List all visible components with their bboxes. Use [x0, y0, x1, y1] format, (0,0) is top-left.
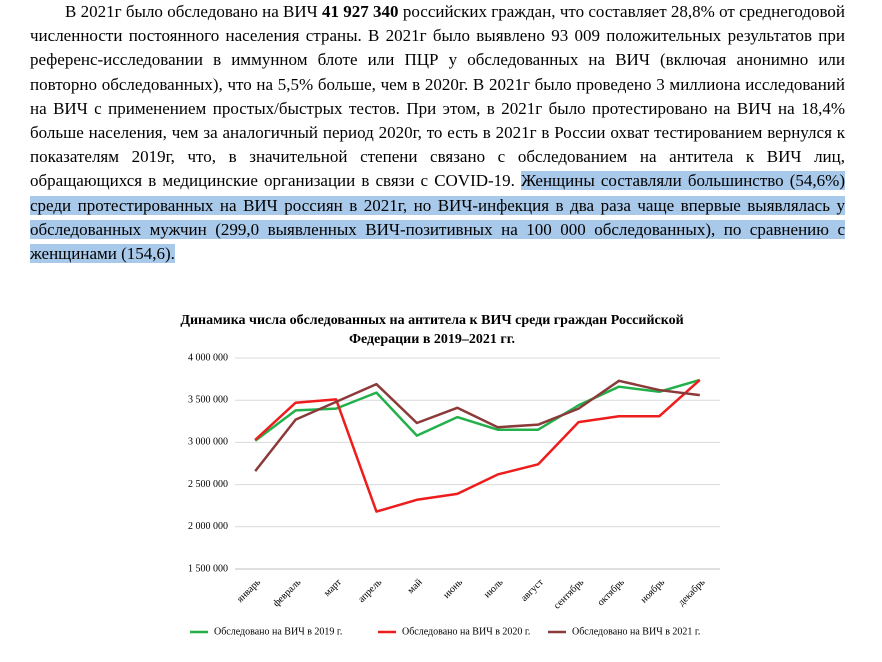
- chart-title: Динамика числа обследованных на антитела…: [180, 313, 683, 328]
- x-tick-label: май: [405, 577, 425, 597]
- text: российских граждан, что составляет 28,8%…: [30, 2, 845, 191]
- series-line: [254, 378, 701, 442]
- x-tick-label: июнь: [441, 577, 465, 601]
- bold-number: 41 927 340: [321, 2, 399, 21]
- x-tick-label: декабрь: [676, 577, 708, 609]
- x-tick-label: ноябрь: [639, 577, 668, 606]
- x-tick-label: март: [322, 577, 344, 599]
- y-tick-label: 4 000 000: [188, 352, 228, 363]
- series-line: [254, 379, 700, 472]
- legend-label: Обследовано на ВИЧ в 2021 г.: [572, 626, 700, 637]
- x-tick-label: апрель: [356, 577, 384, 605]
- series-line: [254, 379, 701, 513]
- y-tick-label: 2 000 000: [188, 521, 228, 532]
- y-tick-label: 1 500 000: [188, 563, 228, 574]
- y-tick-label: 3 000 000: [188, 437, 228, 448]
- chart-title: Федерации в 2019–2021 гг.: [349, 332, 515, 347]
- x-tick-label: октябрь: [595, 577, 627, 609]
- legend-label: Обследовано на ВИЧ в 2020 г.: [402, 626, 530, 637]
- x-tick-label: сентябрь: [552, 577, 587, 612]
- y-tick-label: 3 500 000: [188, 394, 228, 405]
- x-tick-label: февраль: [271, 577, 304, 610]
- x-tick-label: август: [519, 577, 546, 604]
- text: В 2021г было обследовано на ВИЧ: [65, 2, 322, 21]
- x-tick-label: июль: [482, 577, 506, 601]
- y-tick-label: 2 500 000: [188, 479, 228, 490]
- paragraph: В 2021г было обследовано на ВИЧ 41 927 3…: [30, 0, 846, 266]
- legend-label: Обследовано на ВИЧ в 2019 г.: [214, 626, 342, 637]
- x-tick-label: январь: [235, 577, 263, 605]
